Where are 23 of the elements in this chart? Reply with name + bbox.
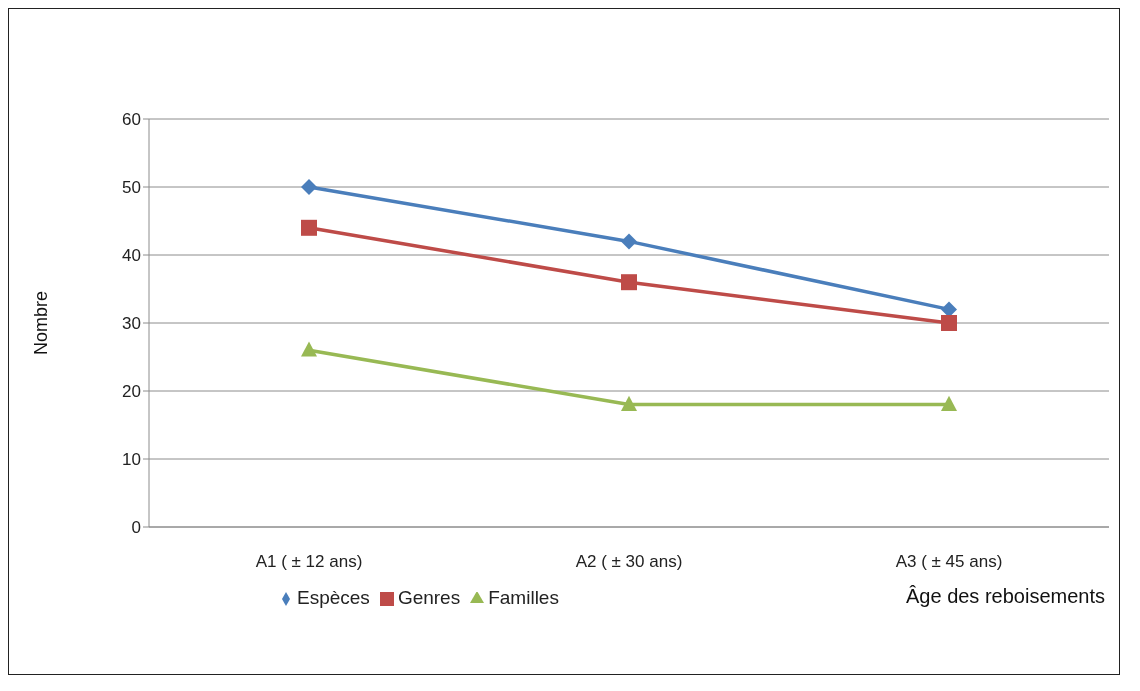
point (941, 395, 957, 411)
y-tick-label: 20 (122, 382, 141, 402)
y-tick-label: 60 (122, 110, 141, 130)
y-axis-title: Nombre (31, 290, 52, 356)
y-tick-label: 40 (122, 246, 141, 266)
x-axis-title: Âge des reboisements (905, 585, 1105, 607)
point (301, 341, 317, 357)
legend-label: Genres (397, 587, 461, 608)
legend-label: Familles (488, 587, 559, 608)
x-tick-label: A1 ( ± 12 ans) (255, 552, 363, 572)
point (621, 274, 637, 291)
y-tick-label: 10 (122, 450, 141, 470)
point (941, 315, 957, 331)
point (301, 179, 317, 195)
point (621, 233, 637, 250)
legend-label: Espèces (297, 587, 370, 608)
y-tick-label: 50 (122, 178, 141, 198)
point (621, 395, 637, 411)
y-tick-label: 0 (131, 518, 141, 538)
x-tick-label: A3 ( ± 45 ans) (895, 552, 1003, 572)
x-tick-label: A2 ( ± 30 ans) (575, 552, 683, 572)
point (301, 219, 317, 236)
y-tick-label: 30 (122, 314, 141, 334)
